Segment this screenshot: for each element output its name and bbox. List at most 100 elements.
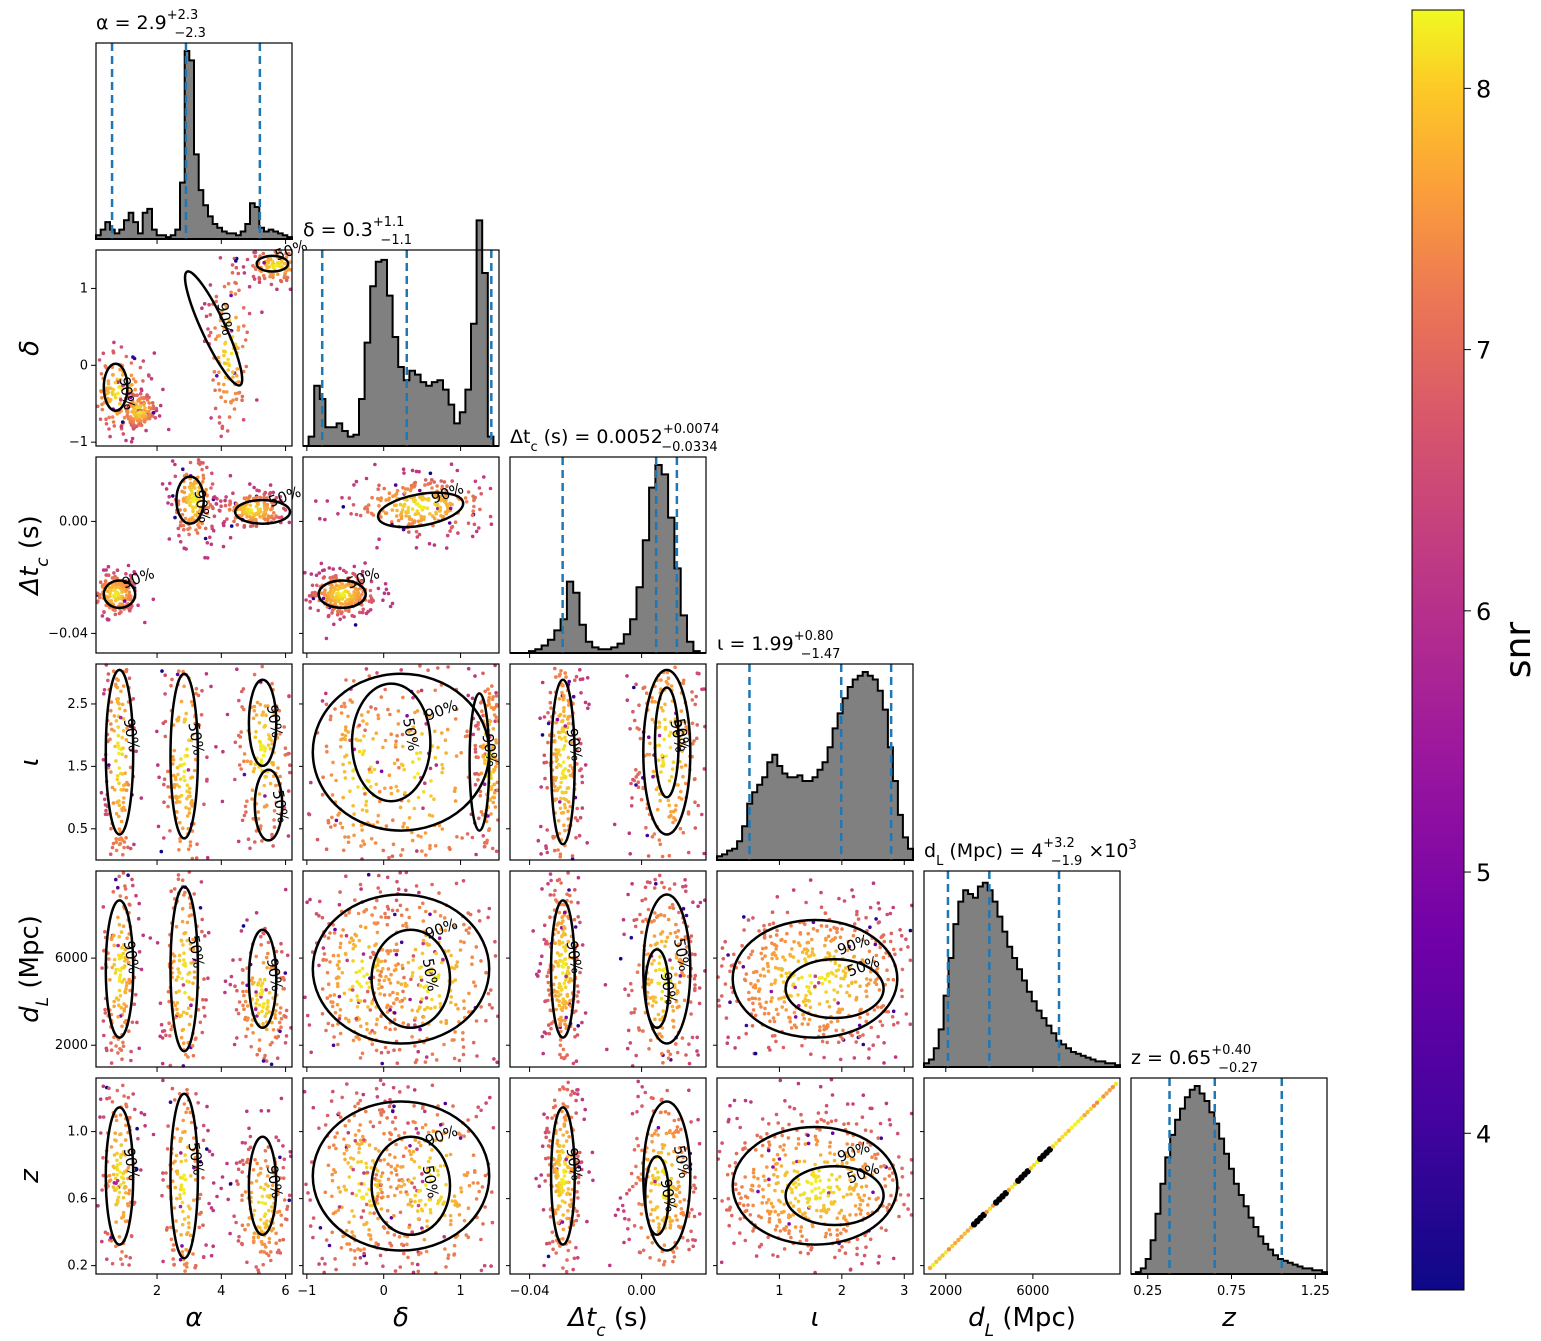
scatter-point (561, 760, 566, 764)
scatter-point (112, 593, 116, 598)
scatter-point (141, 359, 146, 363)
scatter-point (553, 784, 557, 789)
scatter-point (360, 592, 364, 597)
scatter-point (125, 726, 129, 730)
scatter-point (177, 953, 182, 958)
scatter-point (693, 800, 697, 804)
scatter-point (664, 939, 668, 944)
scatter-point (687, 1061, 692, 1066)
scatter-point (555, 998, 559, 1002)
scatter-point (126, 845, 130, 850)
scatter-point (128, 1115, 132, 1120)
scatter-point (229, 290, 233, 295)
scatter-point (851, 933, 856, 938)
scatter-point (211, 1181, 216, 1185)
scatter-point (864, 977, 869, 981)
scatter-point (549, 706, 553, 710)
scatter-point (395, 758, 400, 762)
scatter-point (446, 949, 451, 953)
scatter-point (338, 617, 343, 622)
scatter-point (639, 797, 644, 802)
scatter-point (260, 713, 265, 717)
scatter-point (376, 986, 381, 991)
scatter-point (354, 512, 359, 517)
scatter-point (240, 689, 244, 694)
scatter-point (242, 752, 247, 756)
scatter-point (670, 767, 675, 771)
scatter-point (744, 972, 749, 976)
scatter-point (329, 825, 333, 829)
scatter-point (432, 543, 437, 547)
scatter-point (800, 975, 804, 980)
scatter-point (179, 793, 184, 798)
scatter-point (557, 877, 562, 882)
panel-dL-iota: 90%50% (713, 870, 914, 1072)
scatter-point (490, 846, 495, 851)
scatter-point (559, 780, 563, 785)
scatter-point (314, 912, 319, 916)
scatter-point (109, 770, 113, 774)
scatter-point (494, 738, 498, 742)
scatter-point (252, 513, 256, 518)
scatter-point (693, 777, 697, 781)
scatter-point (773, 978, 778, 982)
scatter-point (254, 524, 259, 528)
scatter-point (131, 408, 136, 412)
scatter-point (653, 911, 657, 915)
scatter-point (367, 767, 372, 772)
scatter-point (580, 774, 584, 779)
scatter-point (542, 923, 547, 928)
scatter-point (339, 704, 344, 709)
scatter-point (465, 832, 470, 836)
scatter-point (650, 699, 654, 704)
scatter-point (809, 981, 814, 985)
scatter-point (350, 613, 355, 618)
scatter-point (489, 784, 494, 789)
scatter-point (680, 749, 684, 753)
scatter-point (866, 982, 871, 986)
scatter-point (223, 503, 228, 508)
scatter-point (346, 714, 350, 719)
scatter-point (559, 1055, 564, 1060)
scatter-point (485, 838, 490, 843)
scatter-point (184, 1052, 188, 1057)
scatter-point (222, 302, 227, 307)
scatter-point (549, 878, 553, 883)
scatter-point (274, 495, 279, 500)
scatter-point (193, 486, 197, 490)
scatter-point (228, 535, 233, 540)
scatter-point (235, 667, 239, 671)
scatter-point (552, 848, 557, 853)
scatter-point (343, 835, 347, 839)
scatter-point (561, 729, 565, 734)
scatter-point (124, 987, 128, 991)
scatter-point (122, 796, 126, 800)
scatter-point (442, 1042, 446, 1047)
scatter-point (811, 927, 816, 931)
scatter-point (428, 471, 433, 476)
scatter-point (747, 990, 751, 995)
scatter-point (578, 668, 582, 672)
scatter-point (679, 720, 683, 724)
scatter-point (864, 989, 868, 993)
scatter-point (422, 505, 427, 510)
scatter-point (341, 928, 345, 932)
scatter-point (640, 898, 644, 903)
scatter-point (650, 835, 655, 839)
scatter-point (223, 399, 228, 404)
scatter-point (146, 373, 151, 377)
scatter-point (317, 571, 322, 575)
scatter-point (121, 787, 126, 792)
scatter-point (673, 930, 678, 935)
scatter-point (459, 939, 463, 944)
scatter-point (186, 768, 191, 772)
scatter-point (182, 1191, 186, 1195)
scatter-point (254, 911, 259, 915)
scatter-point (662, 737, 666, 742)
scatter-point (203, 536, 208, 541)
scatter-point (330, 611, 334, 615)
scatter-point (807, 1017, 812, 1022)
scatter-point (181, 669, 185, 674)
scatter-point (341, 568, 346, 573)
scatter-point (461, 879, 466, 883)
